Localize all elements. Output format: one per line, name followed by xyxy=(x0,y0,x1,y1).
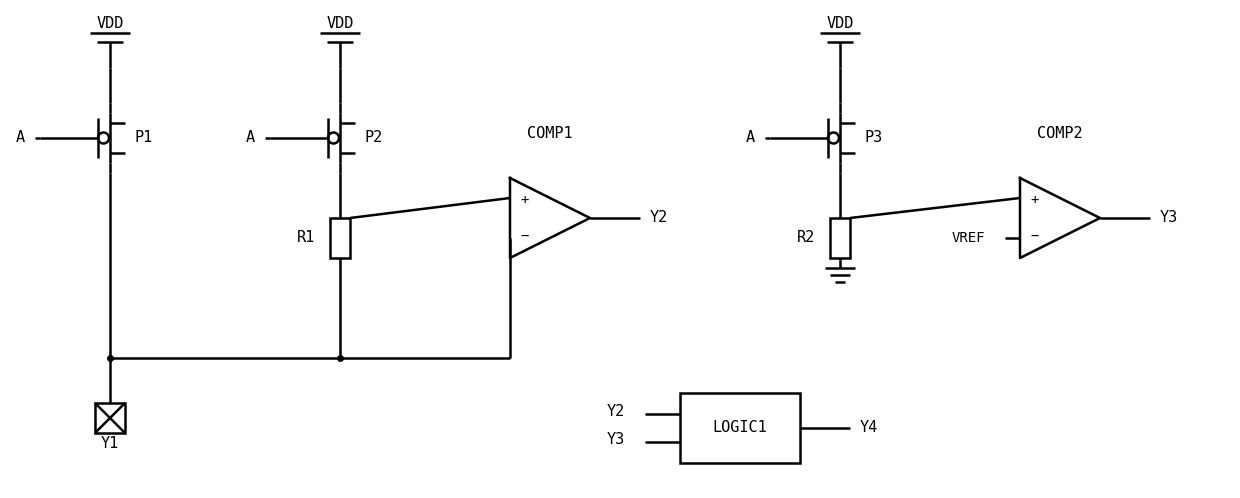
Text: Y3: Y3 xyxy=(606,431,625,447)
Text: P1: P1 xyxy=(135,130,154,145)
Text: Y3: Y3 xyxy=(1159,211,1178,226)
Text: Y4: Y4 xyxy=(861,420,878,435)
Text: VREF: VREF xyxy=(951,231,985,245)
Text: Y2: Y2 xyxy=(606,403,625,418)
Text: COMP2: COMP2 xyxy=(1037,125,1083,140)
Text: +: + xyxy=(521,193,529,207)
Text: A: A xyxy=(746,130,755,145)
Text: P2: P2 xyxy=(365,130,383,145)
Text: VDD: VDD xyxy=(326,15,353,30)
Text: A: A xyxy=(246,130,255,145)
Text: −: − xyxy=(521,229,529,243)
Text: −: − xyxy=(1030,229,1039,243)
Text: Y2: Y2 xyxy=(650,211,668,226)
Text: Y1: Y1 xyxy=(100,435,119,451)
Text: R2: R2 xyxy=(797,231,815,246)
Text: VDD: VDD xyxy=(826,15,853,30)
Text: R1: R1 xyxy=(296,231,315,246)
Text: COMP1: COMP1 xyxy=(527,125,573,140)
Text: +: + xyxy=(1030,193,1039,207)
Bar xyxy=(95,403,125,433)
Text: VDD: VDD xyxy=(97,15,124,30)
Bar xyxy=(330,218,350,258)
Text: LOGIC1: LOGIC1 xyxy=(713,420,768,435)
Bar xyxy=(830,218,849,258)
Text: P3: P3 xyxy=(866,130,883,145)
Bar xyxy=(680,393,800,463)
Text: A: A xyxy=(16,130,25,145)
